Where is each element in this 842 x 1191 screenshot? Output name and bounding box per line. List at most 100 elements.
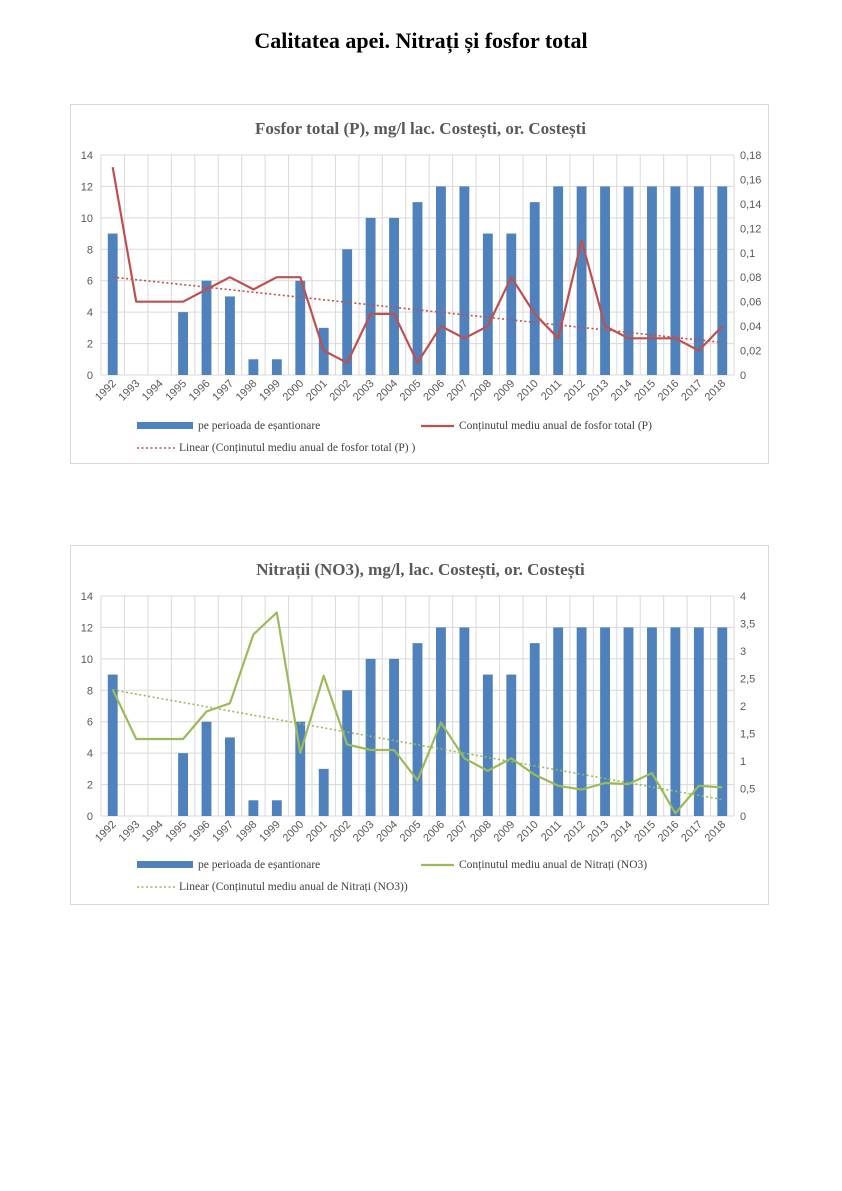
bar: [459, 186, 470, 375]
legend-bar-swatch: [137, 861, 193, 868]
bar: [623, 627, 634, 816]
legend-trend-label: Linear (Conținutul mediu anual de fosfor…: [179, 442, 415, 454]
left-axis-tick: 6: [87, 276, 93, 288]
chart-title: Fosfor total (P), mg/l lac. Costești, or…: [255, 119, 586, 139]
bar: [225, 737, 235, 816]
bar: [600, 627, 610, 816]
x-axis-label: 2009: [492, 819, 518, 845]
x-axis-label: 1994: [140, 819, 166, 845]
x-axis-label: 2006: [421, 378, 447, 404]
x-axis-label: 1994: [140, 378, 166, 404]
x-axis-label: 2014: [609, 378, 635, 404]
bar: [318, 768, 329, 816]
x-axis-label: 2010: [515, 378, 541, 404]
bar: [271, 359, 282, 375]
right-axis-tick: 2,5: [740, 674, 755, 686]
x-axis-label: 1997: [210, 819, 236, 845]
legend-trend-label: Linear (Conținutul mediu anual de Nitraț…: [179, 881, 408, 893]
bar: [647, 186, 657, 375]
x-axis-label: 2004: [374, 378, 400, 404]
x-axis-label: 1992: [93, 819, 119, 845]
right-axis-tick: 0,18: [740, 150, 761, 162]
x-axis-label: 2002: [327, 819, 353, 845]
right-axis-tick: 0,5: [740, 784, 755, 796]
x-axis-label: 2006: [421, 819, 447, 845]
right-axis-tick: 0,14: [740, 199, 761, 211]
right-axis-tick: 0,12: [740, 223, 761, 235]
x-axis-label: 2007: [445, 819, 471, 845]
bar: [506, 674, 517, 816]
bar: [107, 674, 118, 816]
right-axis-tick: 0: [740, 811, 746, 823]
x-axis-label: 1995: [163, 378, 189, 404]
left-axis-tick: 12: [81, 181, 93, 193]
legend-line-label: Conținutul mediu anual de fosfor total (…: [459, 420, 652, 432]
page-title: Calitatea apei. Nitrați și fosfor total: [254, 28, 588, 53]
bar: [717, 186, 728, 375]
bar: [647, 627, 657, 816]
bar: [482, 674, 493, 816]
bar: [342, 690, 353, 816]
right-axis-tick: 3,5: [740, 619, 755, 631]
left-axis-tick: 0: [87, 811, 93, 823]
right-axis-tick: 0,1: [740, 248, 755, 260]
phosphorus-chart: Fosfor total (P), mg/l lac. Costești, or…: [70, 104, 769, 464]
right-axis-tick: 0,16: [740, 174, 761, 186]
x-axis-label: 1995: [163, 819, 189, 845]
bar: [201, 721, 212, 816]
x-axis-label: 1998: [234, 819, 260, 845]
bar: [600, 186, 610, 375]
right-axis-tick: 1: [740, 756, 746, 768]
left-axis-tick: 10: [81, 654, 93, 666]
left-axis-tick: 8: [87, 685, 93, 697]
bar: [389, 217, 399, 375]
x-axis-label: 2018: [703, 378, 729, 404]
bar: [225, 296, 235, 375]
bar: [342, 249, 353, 375]
bar: [506, 233, 517, 375]
right-axis-tick: 1,5: [740, 729, 755, 741]
bar: [107, 233, 118, 375]
left-axis-tick: 2: [87, 339, 93, 351]
x-axis-label: 1998: [234, 378, 260, 404]
legend-bar-label: pe perioada de eșantionare: [198, 859, 320, 871]
right-axis-tick: 0,08: [740, 272, 761, 284]
bar: [670, 186, 681, 375]
x-axis-label: 2015: [632, 819, 658, 845]
x-axis-label: 2009: [492, 378, 518, 404]
x-axis-label: 2005: [398, 378, 424, 404]
x-axis-label: 2011: [539, 819, 564, 844]
bar: [389, 658, 399, 816]
nitrates-chart: Nitrații (NO3), mg/l, lac. Costești, or.…: [70, 545, 769, 905]
left-axis-tick: 2: [87, 780, 93, 792]
left-axis-tick: 14: [81, 150, 93, 162]
x-axis-label: 1993: [116, 378, 142, 404]
bar: [529, 202, 540, 375]
bar: [717, 627, 728, 816]
x-axis-label: 2007: [445, 378, 471, 404]
left-axis-tick: 14: [81, 591, 93, 603]
bar: [365, 658, 376, 816]
x-axis-label: 2014: [609, 819, 635, 845]
bar: [412, 643, 423, 816]
x-axis-label: 2017: [679, 378, 705, 404]
right-axis-tick: 0,06: [740, 297, 761, 309]
x-axis-label: 2002: [327, 378, 353, 404]
series-line: [111, 167, 724, 364]
x-axis-label: 2001: [304, 819, 330, 845]
x-axis-label: 2016: [656, 819, 682, 845]
left-axis-tick: 8: [87, 244, 93, 256]
left-axis-tick: 6: [87, 717, 93, 729]
x-axis-label: 2012: [562, 819, 588, 845]
bar: [553, 186, 564, 375]
x-axis-label: 2001: [304, 378, 330, 404]
x-axis-label: 2012: [562, 378, 588, 404]
bar: [412, 202, 423, 375]
bar: [576, 186, 587, 375]
right-axis-tick: 2: [740, 701, 746, 713]
bar: [178, 312, 188, 375]
bar: [178, 753, 188, 816]
x-axis-label: 1997: [210, 378, 236, 404]
x-axis-label: 2000: [281, 819, 307, 845]
bar: [670, 627, 681, 816]
